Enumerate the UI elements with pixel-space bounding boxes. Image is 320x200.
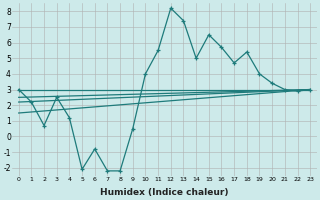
- X-axis label: Humidex (Indice chaleur): Humidex (Indice chaleur): [100, 188, 229, 197]
